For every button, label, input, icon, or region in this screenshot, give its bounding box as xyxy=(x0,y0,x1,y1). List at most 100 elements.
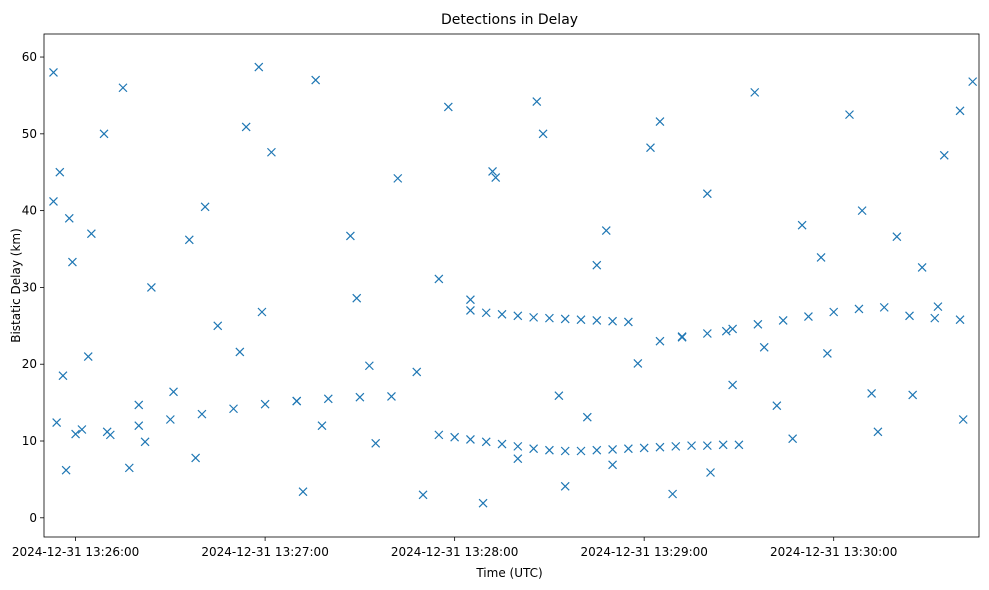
data-point xyxy=(857,206,867,216)
data-point xyxy=(544,313,554,323)
data-point xyxy=(200,202,210,212)
x-tick-label: 2024-12-31 13:27:00 xyxy=(201,545,328,559)
data-points xyxy=(49,62,978,508)
data-point xyxy=(229,404,238,414)
data-point xyxy=(668,489,678,499)
data-point xyxy=(804,312,813,322)
y-tick-label: 0 xyxy=(29,511,37,525)
data-point xyxy=(930,313,940,323)
plot-frame xyxy=(43,33,980,538)
y-tick-label: 10 xyxy=(22,434,37,448)
data-point xyxy=(854,304,864,314)
data-point xyxy=(68,257,77,267)
data-point xyxy=(544,445,554,455)
data-point xyxy=(513,311,523,321)
data-point xyxy=(728,324,738,334)
data-point xyxy=(355,392,365,402)
data-point xyxy=(497,439,507,449)
data-point xyxy=(317,421,327,431)
data-point xyxy=(481,437,491,447)
data-point xyxy=(213,321,223,331)
data-point xyxy=(671,441,681,451)
data-point xyxy=(655,336,665,346)
data-point xyxy=(879,302,889,312)
data-point xyxy=(497,309,507,319)
x-axis-ticks: 2024-12-31 13:26:00 2024-12-31 13:27:00 20… xyxy=(12,537,897,559)
data-point xyxy=(905,311,914,321)
data-point xyxy=(481,308,491,318)
data-point xyxy=(788,434,798,444)
data-point xyxy=(778,316,788,325)
data-point xyxy=(592,316,602,325)
data-point xyxy=(797,220,807,230)
data-point xyxy=(702,329,712,338)
plot-area xyxy=(44,34,979,537)
data-point xyxy=(753,319,763,329)
y-tick-label: 50 xyxy=(22,127,37,141)
data-point xyxy=(623,444,633,454)
data-point xyxy=(513,441,523,451)
data-point xyxy=(955,106,965,116)
data-point xyxy=(412,367,422,377)
data-point xyxy=(845,110,854,120)
data-point xyxy=(968,77,978,87)
data-point xyxy=(829,307,839,317)
data-point xyxy=(702,189,712,199)
data-point xyxy=(608,445,618,454)
data-point xyxy=(345,231,355,241)
data-point xyxy=(86,229,96,239)
data-point xyxy=(49,67,58,77)
data-point xyxy=(64,213,74,223)
data-point xyxy=(241,122,251,132)
data-point xyxy=(191,453,201,463)
y-tick-label: 40 xyxy=(22,204,37,218)
data-point xyxy=(873,427,883,437)
data-point xyxy=(387,392,396,401)
data-point xyxy=(529,312,539,322)
data-point xyxy=(892,232,902,242)
data-point xyxy=(822,349,832,358)
data-point xyxy=(728,380,738,390)
data-point xyxy=(434,430,444,440)
data-point xyxy=(601,226,611,236)
data-point xyxy=(323,394,333,404)
data-point xyxy=(592,260,602,270)
data-point xyxy=(311,75,321,85)
y-tick-label: 30 xyxy=(22,280,37,294)
data-point xyxy=(52,418,62,428)
data-point xyxy=(759,342,769,352)
data-point xyxy=(772,401,782,411)
data-point xyxy=(554,391,564,401)
data-point xyxy=(513,454,523,464)
data-point xyxy=(529,444,539,454)
data-point xyxy=(102,427,112,437)
data-point xyxy=(298,487,308,497)
data-point xyxy=(254,62,264,72)
x-tick-label: 2024-12-31 13:29:00 xyxy=(580,545,707,559)
data-point xyxy=(197,409,207,419)
data-point xyxy=(933,302,943,312)
y-tick-label: 60 xyxy=(22,50,37,64)
data-point xyxy=(677,332,687,342)
data-point xyxy=(655,442,665,452)
data-point xyxy=(393,173,403,183)
data-point xyxy=(352,293,362,303)
data-point xyxy=(646,143,655,153)
data-point xyxy=(488,167,497,176)
data-point xyxy=(750,87,760,97)
data-point xyxy=(623,317,633,327)
data-point xyxy=(478,498,488,508)
y-axis-label: Bistatic Delay (km) xyxy=(9,228,23,343)
data-point xyxy=(633,359,643,368)
data-point xyxy=(371,438,381,448)
data-point xyxy=(582,412,592,422)
x-axis-label: Time (UTC) xyxy=(475,566,542,580)
x-tick-label: 2024-12-31 13:26:00 xyxy=(12,545,139,559)
data-point xyxy=(560,314,570,324)
data-point xyxy=(702,441,712,451)
data-point xyxy=(466,295,475,305)
y-axis-ticks: 0 10 20 30 40 50 60 xyxy=(22,50,44,525)
data-point xyxy=(235,347,245,357)
x-tick-label: 2024-12-31 13:28:00 xyxy=(391,545,518,559)
